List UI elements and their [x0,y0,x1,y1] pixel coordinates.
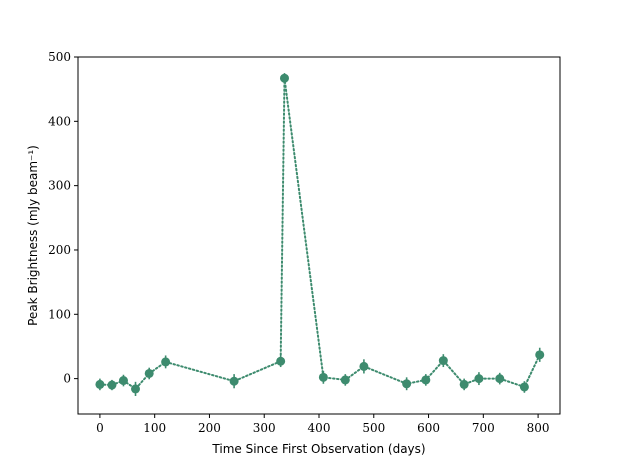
data-point [421,375,431,385]
data-point [318,372,328,382]
data-point [118,376,128,386]
data-point [459,379,469,389]
x-axis-label: Time Since First Observation (days) [211,442,425,456]
x-axis: 0 100 200 300 400 500 600 700 800 [96,414,550,435]
y-axis-label: Peak Brightness (mJy beam⁻¹) [26,145,40,326]
y-tick-label: 500 [48,50,71,64]
axes-frame [77,56,561,415]
data-point [340,375,350,385]
data-point [438,356,448,366]
x-tick-label: 0 [96,421,104,435]
x-tick-label: 400 [308,421,331,435]
plot-frame [77,56,561,415]
data-point [144,368,154,378]
data-point [229,376,239,386]
x-tick-label: 300 [253,421,276,435]
y-tick-label: 300 [48,179,71,193]
x-tick-label: 800 [527,421,550,435]
x-tick-label: 700 [472,421,495,435]
data-point [279,73,289,83]
x-tick-label: 100 [143,421,166,435]
data-point [107,380,117,390]
y-tick-label: 100 [48,307,71,321]
x-tick-label: 200 [198,421,221,435]
series-layer [95,73,545,396]
data-point [276,356,286,366]
y-tick-label: 0 [63,372,71,386]
data-point [535,350,545,360]
data-point [131,384,141,394]
x-tick-label: 500 [362,421,385,435]
data-point [161,357,171,367]
x-tick-label: 600 [417,421,440,435]
series-line [98,78,541,391]
data-point [474,374,484,384]
data-point [519,382,529,392]
data-point [495,374,505,384]
data-point [359,361,369,371]
data-point [402,379,412,389]
y-tick-label: 400 [48,114,71,128]
y-axis: 0 100 200 300 400 500 [48,50,78,386]
y-tick-label: 200 [48,243,71,257]
data-point [95,379,105,389]
